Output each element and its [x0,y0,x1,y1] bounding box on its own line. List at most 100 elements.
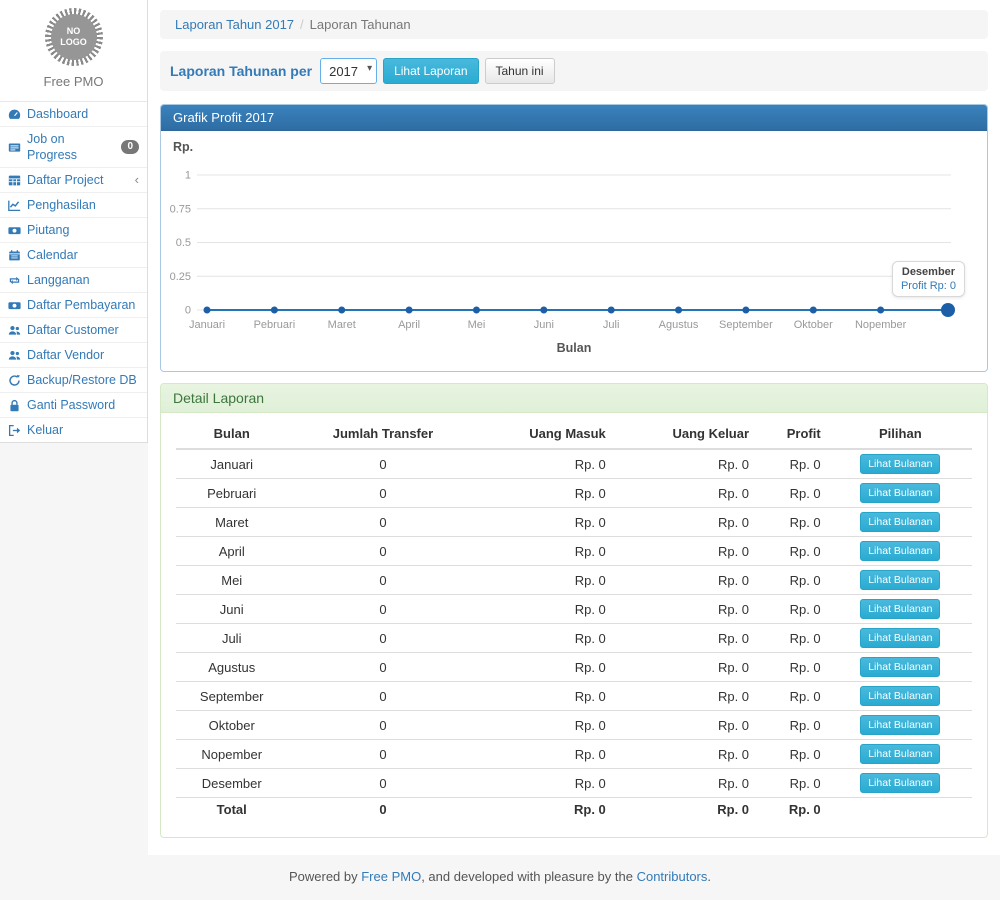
footer-link-free-pmo[interactable]: Free PMO [361,869,422,884]
breadcrumb-separator: / [300,17,304,32]
sidebar-item-daftar-pembayaran[interactable]: Daftar Pembayaran [0,292,147,317]
cell-bulan: Desember [176,768,288,798]
detail-table-wrap: Bulan Jumlah Transfer Uang Masuk Uang Ke… [161,413,987,837]
table-total-row: Total 0 Rp. 0 Rp. 0 Rp. 0 [176,797,972,821]
cell-bulan: Januari [210,456,254,472]
tahun-ini-button[interactable]: Tahun ini [484,58,555,84]
detail-table: Bulan Jumlah Transfer Uang Masuk Uang Ke… [176,419,972,821]
lihat-bulanan-button[interactable]: Lihat Bulanan [860,570,941,590]
footer: Powered by Free PMO, and developed with … [0,855,1000,900]
tooltip-value: Profit Rp: 0 [900,280,956,292]
sidebar-item-label: Dashboard [27,107,89,121]
lihat-bulanan-button[interactable]: Lihat Bulanan [860,599,941,619]
sidebar-item-daftar-project[interactable]: Daftar Project ‹ [0,167,147,192]
cell-jumlah-transfer: 0 [287,565,479,595]
svg-text:Nopember: Nopember [855,319,907,331]
profit-line-chart: Rp. 0 0.25 0.5 0.75 1 Januari Pebruari Maret Apri… [161,131,987,371]
sidebar-item-ganti-password[interactable]: Ganti Password [0,392,147,417]
chart-panel-title: Grafik Profit 2017 [161,105,987,131]
cell-jumlah-transfer: 0 [287,681,479,711]
sidebar-item-calendar[interactable]: Calendar [0,242,147,267]
logo-block: NO LOGO Free PMO [0,0,147,101]
footer-link-contributors[interactable]: Contributors [636,869,708,884]
cell-uang-keluar: Rp. 0 [613,652,758,682]
lihat-laporan-button[interactable]: Lihat Laporan [383,58,479,84]
table-row: April 0 Rp. 0 Rp. 0 Rp. 0 Lihat Bulanan [176,536,972,566]
svg-text:April: April [398,319,420,331]
cell-profit: Rp. 0 [757,710,829,740]
logo-text: NO LOGO [50,14,97,60]
job-count-badge: 0 [121,140,139,154]
lihat-bulanan-button[interactable]: Lihat Bulanan [860,512,941,532]
breadcrumb-link-laporan-tahun[interactable]: Laporan Tahun 2017 [175,17,295,32]
sidebar-item-penghasilan[interactable]: Penghasilan [0,192,147,217]
lock-icon [8,399,22,412]
col-header-profit: Profit [757,419,829,450]
cell-uang-keluar: Rp. 0 [613,681,758,711]
svg-text:0.5: 0.5 [176,237,191,249]
svg-text:Oktober: Oktober [794,319,833,331]
svg-text:1: 1 [185,170,191,182]
cell-uang-masuk: Rp. 0 [478,478,614,508]
sidebar-item-daftar-customer[interactable]: Daftar Customer [0,317,147,342]
lihat-bulanan-button[interactable]: Lihat Bulanan [860,541,941,561]
sidebar-item-label: Backup/Restore DB [27,373,137,387]
cell-uang-masuk: Rp. 0 [478,565,614,595]
lihat-bulanan-button[interactable]: Lihat Bulanan [860,715,941,735]
cell-jumlah-transfer: 0 [287,652,479,682]
lihat-bulanan-button[interactable]: Lihat Bulanan [860,744,941,764]
chevron-left-icon: ‹ [134,172,139,187]
sidebar-item-piutang[interactable]: Piutang [0,217,147,242]
cell-jumlah-transfer: 0 [287,623,479,653]
chart-tooltip: Desember Profit Rp: 0 [891,261,965,297]
sign-out-icon [8,424,22,437]
cell-uang-masuk: Rp. 0 [478,652,614,682]
dashboard-icon [8,108,22,121]
svg-text:Agustus: Agustus [659,319,699,331]
sidebar-item-langganan[interactable]: Langganan [0,267,147,292]
svg-text:Pebruari: Pebruari [254,319,296,331]
calendar-icon [8,249,22,262]
cell-uang-keluar: Rp. 0 [613,623,758,653]
sidebar-item-backup-restore-db[interactable]: Backup/Restore DB [0,367,147,392]
cell-bulan: Agustus [176,652,288,682]
cell-profit: Rp. 0 [757,623,829,653]
lihat-bulanan-button[interactable]: Lihat Bulanan [860,454,941,474]
cell-profit: Rp. 0 [757,478,829,508]
lihat-bulanan-button[interactable]: Lihat Bulanan [860,657,941,677]
cell-bulan: Oktober [176,710,288,740]
cell-uang-keluar: Rp. 0 [717,456,750,472]
cell-profit: Rp. 0 [757,652,829,682]
cell-uang-masuk: Rp. 0 [478,507,614,537]
cell-uang-keluar: Rp. 0 [613,507,758,537]
cell-profit: Rp. 0 [789,456,821,472]
footer-text-suffix: . [707,869,712,884]
detail-table-body: Januari 0 Rp. 0 Rp. 0 Rp. 0 Lihat Bulanan Pebr… [176,449,972,821]
sidebar-item-daftar-vendor[interactable]: Daftar Vendor [0,342,147,367]
detail-panel-title: Detail Laporan [161,384,987,413]
year-select[interactable]: 2017 [320,58,378,84]
main-content: Laporan Tahun 2017 / Laporan Tahunan Lapor… [148,0,1000,855]
lihat-bulanan-button[interactable]: Lihat Bulanan [860,483,941,503]
svg-text:0: 0 [185,305,191,317]
profit-chart-panel: Grafik Profit 2017 Rp. 0 0.25 0.5 0.75 1 Janua… [160,104,988,372]
sidebar-item-keluar[interactable]: Keluar [0,417,147,442]
cell-jumlah-transfer: 0 [379,456,387,472]
lihat-bulanan-button[interactable]: Lihat Bulanan [860,686,941,706]
cell-uang-masuk: Rp. 0 [478,623,614,653]
sidebar-item-label: Daftar Vendor [27,348,105,362]
table-icon [8,174,22,187]
cell-uang-keluar: Rp. 0 [613,739,758,769]
cell-jumlah-transfer: 0 [287,536,479,566]
cell-bulan: Pebruari [176,478,288,508]
cell-uang-keluar: Rp. 0 [613,478,758,508]
sidebar-item-job-on-progress[interactable]: Job on Progress 0 [0,126,147,167]
lihat-bulanan-button[interactable]: Lihat Bulanan [860,628,941,648]
lihat-bulanan-button[interactable]: Lihat Bulanan [860,773,941,793]
tooltip-title: Desember [901,266,956,278]
table-row: Oktober 0 Rp. 0 Rp. 0 Rp. 0 Lihat Bulanan [176,710,972,740]
col-header-uang-masuk: Uang Masuk [478,419,614,450]
footer-text-prefix: Powered by [288,869,362,884]
sidebar-item-dashboard[interactable]: Dashboard [0,102,147,126]
cell-profit: Rp. 0 [757,507,829,537]
